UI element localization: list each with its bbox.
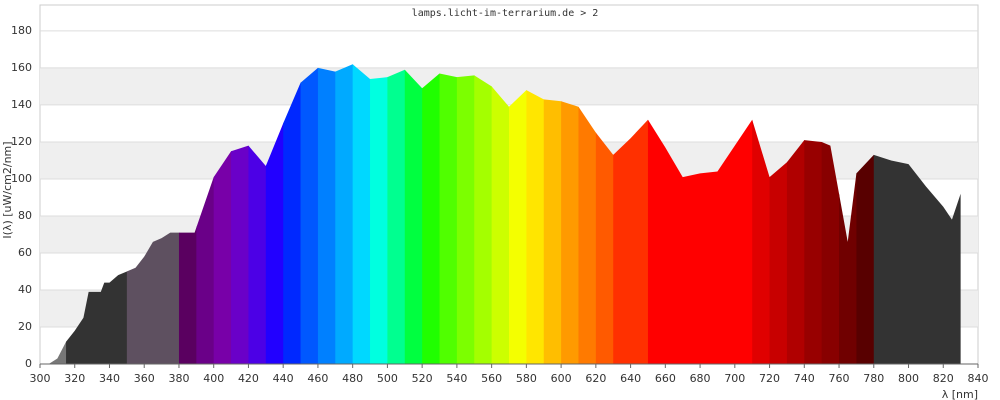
x-tick-label: 560 <box>481 372 502 385</box>
y-tick-label: 40 <box>18 283 32 296</box>
x-tick-label: 740 <box>794 372 815 385</box>
color-band <box>456 64 475 364</box>
axes: 0 20 40 60 80 100 120 140 160 180 300 320 340 360 380 4… <box>11 24 989 385</box>
color-band <box>335 64 354 364</box>
x-tick-label: 440 <box>273 372 294 385</box>
x-tick-label: 480 <box>342 372 363 385</box>
x-tick-label: 620 <box>585 372 606 385</box>
y-tick-label: 100 <box>11 172 32 185</box>
y-tick-label: 60 <box>18 246 32 259</box>
color-band <box>474 64 493 364</box>
x-tick-label: 340 <box>99 372 120 385</box>
y-tick-label: 180 <box>11 24 32 37</box>
x-tick-label: 320 <box>64 372 85 385</box>
color-band <box>422 64 441 364</box>
x-tick-label: 580 <box>516 372 537 385</box>
x-tick-label: 500 <box>377 372 398 385</box>
color-band <box>283 64 302 364</box>
color-band <box>404 64 423 364</box>
y-tick-label: 160 <box>11 61 32 74</box>
x-tick-label: 300 <box>30 372 51 385</box>
x-tick-label: 780 <box>863 372 884 385</box>
x-tick-label: 660 <box>655 372 676 385</box>
color-band <box>439 64 458 364</box>
x-tick-label: 540 <box>446 372 467 385</box>
chart-title: lamps.licht-im-terrarium.de > 2 <box>412 8 599 19</box>
y-axis-label: I(λ) [uW/cm2/nm] <box>1 141 14 238</box>
color-band <box>370 64 388 364</box>
x-tick-label: 380 <box>168 372 189 385</box>
x-tick-label: 600 <box>551 372 572 385</box>
color-band <box>317 64 336 364</box>
color-band <box>300 64 319 364</box>
x-tick-label: 680 <box>690 372 711 385</box>
grid-stripe <box>40 67 978 105</box>
x-tick-label: 460 <box>307 372 328 385</box>
x-tick-label: 720 <box>759 372 780 385</box>
y-tick-label: 0 <box>25 357 32 370</box>
x-axis-label: λ [nm] <box>942 388 978 400</box>
y-tick-label: 120 <box>11 135 32 148</box>
color-band <box>526 64 545 364</box>
color-band <box>387 64 406 364</box>
color-band <box>561 64 579 364</box>
x-tick-label: 360 <box>134 372 155 385</box>
x-tick-label: 700 <box>724 372 745 385</box>
x-tick-label: 800 <box>898 372 919 385</box>
color-band <box>352 64 371 364</box>
x-tick-label: 760 <box>829 372 850 385</box>
x-tick-label: 640 <box>620 372 641 385</box>
x-tick-label: 840 <box>968 372 989 385</box>
y-tick-label: 20 <box>18 320 32 333</box>
y-tick-label: 140 <box>11 98 32 111</box>
x-tick-label: 400 <box>203 372 224 385</box>
color-band <box>578 64 597 364</box>
x-tick-label: 820 <box>933 372 954 385</box>
x-tick-label: 520 <box>412 372 433 385</box>
color-band <box>491 64 510 364</box>
color-band <box>509 64 527 364</box>
x-tick-label: 420 <box>238 372 259 385</box>
y-tick-label: 80 <box>18 209 32 222</box>
color-band <box>543 64 562 364</box>
